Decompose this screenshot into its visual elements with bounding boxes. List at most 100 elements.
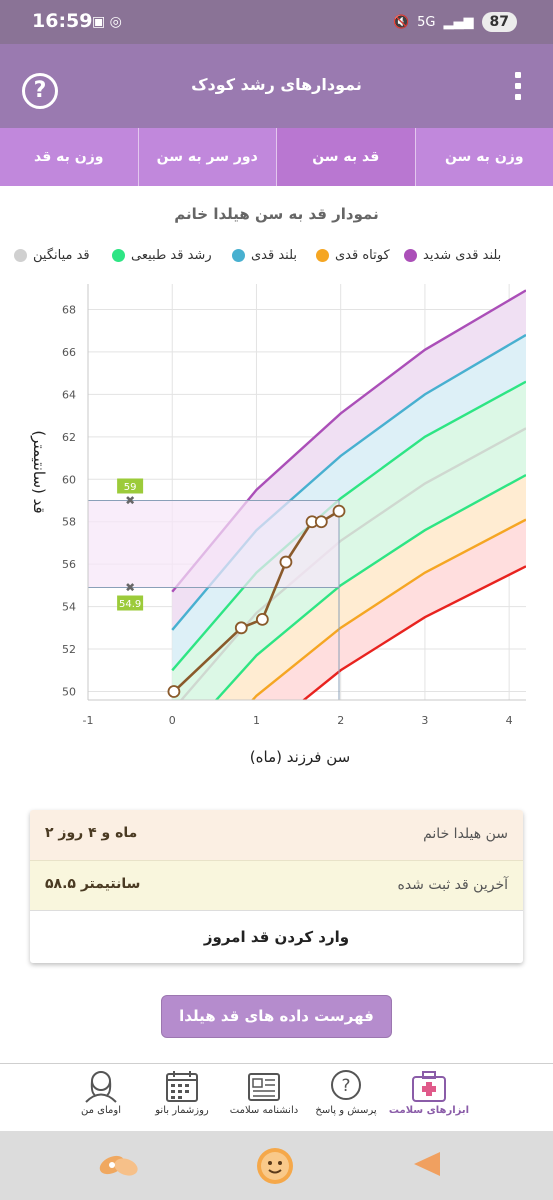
system-nav-bar [0,1131,553,1200]
svg-text:?: ? [341,1076,350,1096]
age-row: سن هیلدا خانم ۲ ماه و ۴ روز [30,810,523,860]
y-tick-label: 60 [62,473,76,486]
legend-dot [112,249,125,262]
y-tick-label: 62 [62,431,76,444]
x-axis-title: سن فرزند (ماه) [250,748,350,766]
highlight-range [88,500,340,588]
band-normal_upper [172,381,526,700]
newspaper-icon [248,1073,280,1101]
reference-line-short [251,518,526,700]
last-height-label: آخرین قد ثبت شده [397,877,509,893]
legend-dot [14,249,27,262]
status-right-group: 🔇 5G ▂▄▆ 87 [393,12,517,32]
nav-item-health-encyclopedia[interactable]: دانشنامه سلامت [216,1069,312,1116]
tab-weight-for-height[interactable]: وزن به قد [34,149,104,165]
y-tick-label: 66 [62,346,76,359]
band-normal_lower [216,475,526,700]
help-icon[interactable]: ? [22,73,58,109]
status-time: 16:59 [32,10,93,32]
legend-item-tall[interactable]: بلند قدی [232,248,297,263]
legend-label: رشد قد طبیعی [131,248,212,263]
child-data-point [167,685,181,698]
legend-label: قد میانگین [33,248,90,263]
nav-item-health-tools[interactable]: ابزارهای سلامت [381,1069,477,1116]
tab-weight-for-age[interactable]: وزن به سن [414,128,553,186]
nav-label: دانشنامه سلامت [229,1105,299,1116]
legend-item-normal[interactable]: رشد قد طبیعی [112,248,212,263]
reference-line-normal_lower [214,473,526,700]
legend-item-median[interactable]: قد میانگین [14,248,90,263]
range-label: 54.9 [119,599,141,610]
y-tick-label: 58 [62,516,76,529]
mute-icon: 🔇 [392,14,410,30]
range-label: 59 [124,482,137,493]
child-data-point [279,555,293,569]
band-median [181,428,526,700]
user-profile-icon [85,1071,117,1103]
legend-label: کوتاه قدی [335,248,390,263]
y-tick-label: 50 [62,686,76,699]
band-tall [172,334,526,671]
nav-label: اومای من [81,1105,121,1116]
child-data-point [234,621,248,635]
age-value: ۲ ماه و ۴ روز [45,825,138,841]
nav-item-calendar[interactable]: روزشمار بانو [134,1069,230,1116]
home-app-icon[interactable] [254,1145,296,1187]
reference-line-normal_upper [171,380,526,672]
band-short [252,519,526,700]
band-severe_tall [172,290,526,630]
page-title: نمودارهای رشد کودک [191,75,362,94]
height-data-list-button[interactable]: فهرست داده های قد هیلدا خانم [161,995,392,1066]
calendar-icon [166,1071,198,1102]
range-marker-x: ✖ [125,581,135,595]
tab-height-for-age[interactable]: قد به سن [276,128,415,186]
legend-label: بلند قدی [251,248,298,263]
legend-item-severe-tall[interactable]: بلند قدی شدید [404,248,501,263]
reference-bands [171,289,526,700]
child-data-point [255,612,269,626]
range-label-box [117,478,144,494]
reference-line-median [179,427,526,700]
status-bar: 16:59 ▣ ◎ 🔇 5G ▂▄▆ 87 [0,0,553,44]
nav-label: پرسش و پاسخ [315,1105,377,1116]
age-label: سن هیلدا خانم [423,826,508,842]
range-label-box [117,595,144,611]
x-tick-label: 1 [253,714,260,727]
last-height-value: ۵۸.۵ سانتیمتر [45,876,141,892]
app-shortcut-icon[interactable] [96,1145,142,1181]
nav-item-my-profile[interactable]: اومای من [53,1069,149,1116]
app-bar: ? نمودارهای رشد کودک [0,44,553,128]
more-vert-icon[interactable] [513,72,523,106]
question-bubble-icon: ? [331,1070,361,1100]
bottom-nav: ابزارهای سلامت ? پرسش و پاسخ دانشنامه سل… [0,1063,553,1131]
y-axis-title: قد (سانتیمتر) [30,430,48,513]
legend-item-short[interactable]: کوتاه قدی [316,248,390,263]
child-data-point [314,515,328,529]
chart-tabs: وزن به قد دور سر به سن قد به سن وزن به س… [0,128,553,186]
y-tick-label: 64 [62,388,76,401]
nav-label: ابزارهای سلامت [388,1105,470,1116]
chart-legend: قد میانگین رشد قد طبیعی بلند قدی کوتاه ق… [0,248,553,268]
info-card: سن هیلدا خانم ۲ ماه و ۴ روز آخرین قد ثبت… [30,810,523,963]
network-type: 5G [417,14,436,30]
enter-today-height-button[interactable]: وارد کردن قد امروز [30,910,523,963]
y-tick-label: 68 [62,303,76,316]
last-height-row: آخرین قد ثبت شده ۵۸.۵ سانتیمتر [30,860,523,910]
x-tick-label: 2 [337,714,344,727]
chart-title: نمودار قد به سن هیلدا خانم [174,205,379,223]
nav-item-qa[interactable]: ? پرسش و پاسخ [298,1069,394,1116]
battery-indicator: 87 [481,12,517,32]
medical-kit-icon [412,1071,446,1102]
range-marker-x: ✖ [125,493,135,507]
legend-dot [404,249,417,262]
legend-label: بلند قدی شدید [423,248,502,263]
y-tick-label: 56 [62,558,76,571]
nav-label: روزشمار بانو [155,1105,209,1116]
tab-head-circumference[interactable]: دور سر به سن [137,128,277,186]
y-tick-label: 52 [62,643,76,656]
x-tick-label: 0 [169,714,176,727]
legend-dot [232,249,245,262]
x-tick-label: -1 [83,714,94,727]
back-icon[interactable] [410,1149,444,1179]
